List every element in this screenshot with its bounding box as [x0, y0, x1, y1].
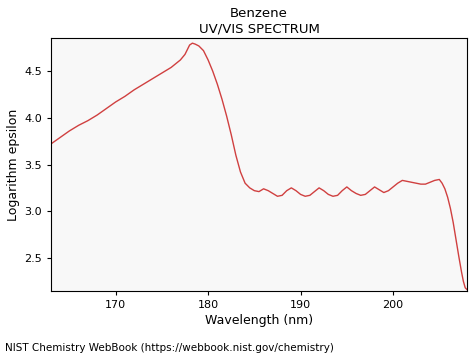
Text: NIST Chemistry WebBook (https://webbook.nist.gov/chemistry): NIST Chemistry WebBook (https://webbook.… [5, 343, 334, 353]
Y-axis label: Logarithm epsilon: Logarithm epsilon [7, 108, 20, 221]
X-axis label: Wavelength (nm): Wavelength (nm) [205, 314, 313, 327]
Title: Benzene
UV/VIS SPECTRUM: Benzene UV/VIS SPECTRUM [199, 7, 319, 36]
